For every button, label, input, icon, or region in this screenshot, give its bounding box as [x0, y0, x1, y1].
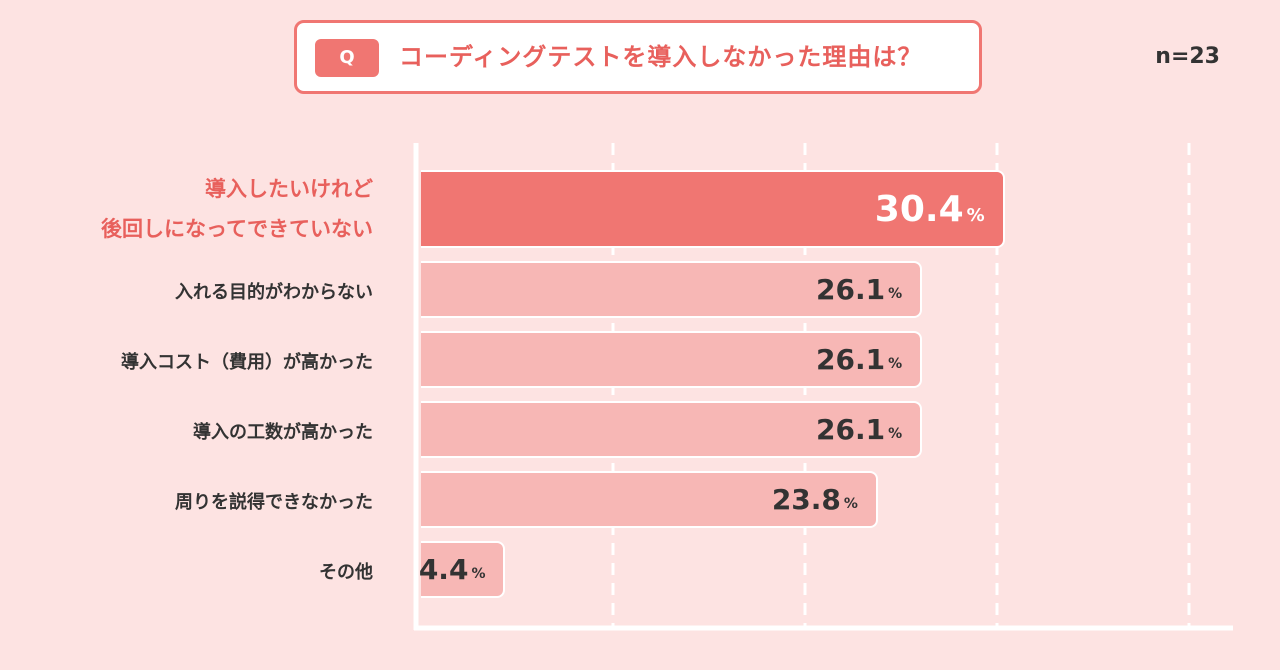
category-label-line: 導入コスト（費用）が高かった: [121, 351, 373, 373]
bar-1: 26.1%: [421, 261, 923, 318]
category-label-line: 導入の工数が高かった: [193, 421, 373, 443]
bar-4: 23.8%: [421, 471, 878, 528]
category-label-line: 入れる目的がわからない: [175, 281, 373, 303]
category-label-1: 入れる目的がわからない: [175, 278, 373, 304]
data-label-unit: %: [471, 565, 486, 582]
category-label-3: 導入の工数が高かった: [193, 418, 373, 444]
data-label-value: 26.1: [815, 343, 886, 376]
category-label-line: 周りを説得できなかった: [175, 491, 373, 513]
data-label-value: 30.4: [874, 188, 964, 230]
category-label-line: その他: [319, 561, 373, 583]
category-label-4: 周りを説得できなかった: [175, 488, 373, 514]
data-label-value: 26.1: [815, 413, 886, 446]
data-label-2: 26.1%: [816, 333, 902, 386]
question-box: Q コーディングテストを導入しなかった理由は？: [294, 20, 982, 94]
data-label-value: 4.4: [418, 553, 469, 586]
category-label-2: 導入コスト（費用）が高かった: [121, 348, 373, 374]
category-label-0: 導入したいけれど後回しになってできていない: [101, 169, 373, 249]
category-label-line: 後回しになってできていない: [101, 217, 373, 241]
bar-2: 26.1%: [421, 331, 923, 388]
data-label-unit: %: [843, 495, 858, 512]
bar-5: 4.4%: [419, 541, 506, 598]
data-label-0: 30.4%: [875, 172, 985, 246]
category-label-line: 導入したいけれど: [205, 177, 373, 201]
data-label-value: 23.8: [771, 483, 841, 516]
bar-0: 30.4%: [421, 170, 1005, 248]
sample-size-label: n=23: [1155, 44, 1220, 69]
data-label-unit: %: [966, 204, 985, 226]
data-label-4: 23.8%: [772, 473, 858, 526]
category-label-5: その他: [319, 558, 373, 584]
data-label-5: 4.4%: [419, 543, 486, 596]
data-label-unit: %: [888, 425, 903, 442]
data-label-unit: %: [888, 355, 903, 372]
data-label-value: 26.1: [815, 273, 886, 306]
data-label-unit: %: [888, 285, 903, 302]
question-badge: Q: [315, 39, 379, 77]
bar-3: 26.1%: [421, 401, 923, 458]
data-label-1: 26.1%: [816, 263, 902, 316]
question-text: コーディングテストを導入しなかった理由は？: [399, 43, 923, 71]
data-label-3: 26.1%: [816, 403, 902, 456]
